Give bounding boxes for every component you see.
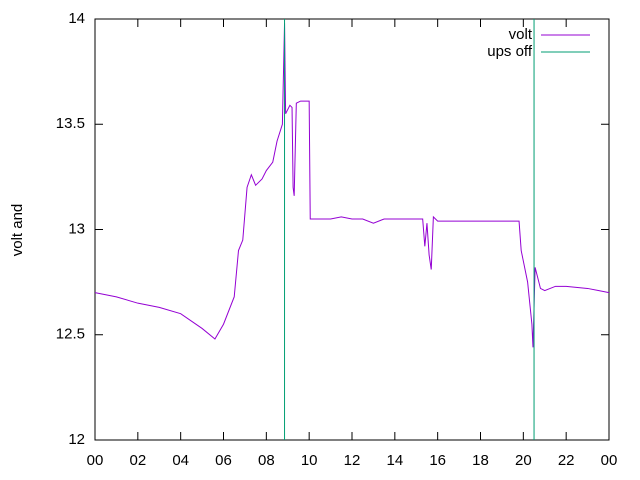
- y-tick-label: 12: [68, 431, 85, 448]
- x-tick-label: 10: [301, 452, 318, 469]
- x-tick-label: 18: [472, 452, 489, 469]
- x-tick-label: 14: [386, 452, 403, 469]
- x-tick-label: 22: [558, 452, 575, 469]
- y-axis-label: volt and: [9, 204, 26, 257]
- x-tick-label: 06: [215, 452, 232, 469]
- x-tick-label: 00: [601, 452, 618, 469]
- y-tick-label: 14: [68, 10, 85, 27]
- x-tick-label: 04: [172, 452, 189, 469]
- x-tick-label: 20: [515, 452, 532, 469]
- x-tick-label: 12: [344, 452, 361, 469]
- y-tick-label: 13: [68, 220, 85, 237]
- x-tick-label: 00: [87, 452, 104, 469]
- y-tick-label: 13.5: [56, 115, 85, 132]
- y-tick-label: 12.5: [56, 326, 85, 343]
- plot-frame: [94, 18, 610, 441]
- series-line: [94, 23, 610, 348]
- legend-label: volt: [509, 26, 533, 43]
- x-tick-label: 08: [258, 452, 275, 469]
- legend-label: ups off: [487, 43, 533, 60]
- x-tick-label: 02: [129, 452, 146, 469]
- x-tick-label: 16: [429, 452, 446, 469]
